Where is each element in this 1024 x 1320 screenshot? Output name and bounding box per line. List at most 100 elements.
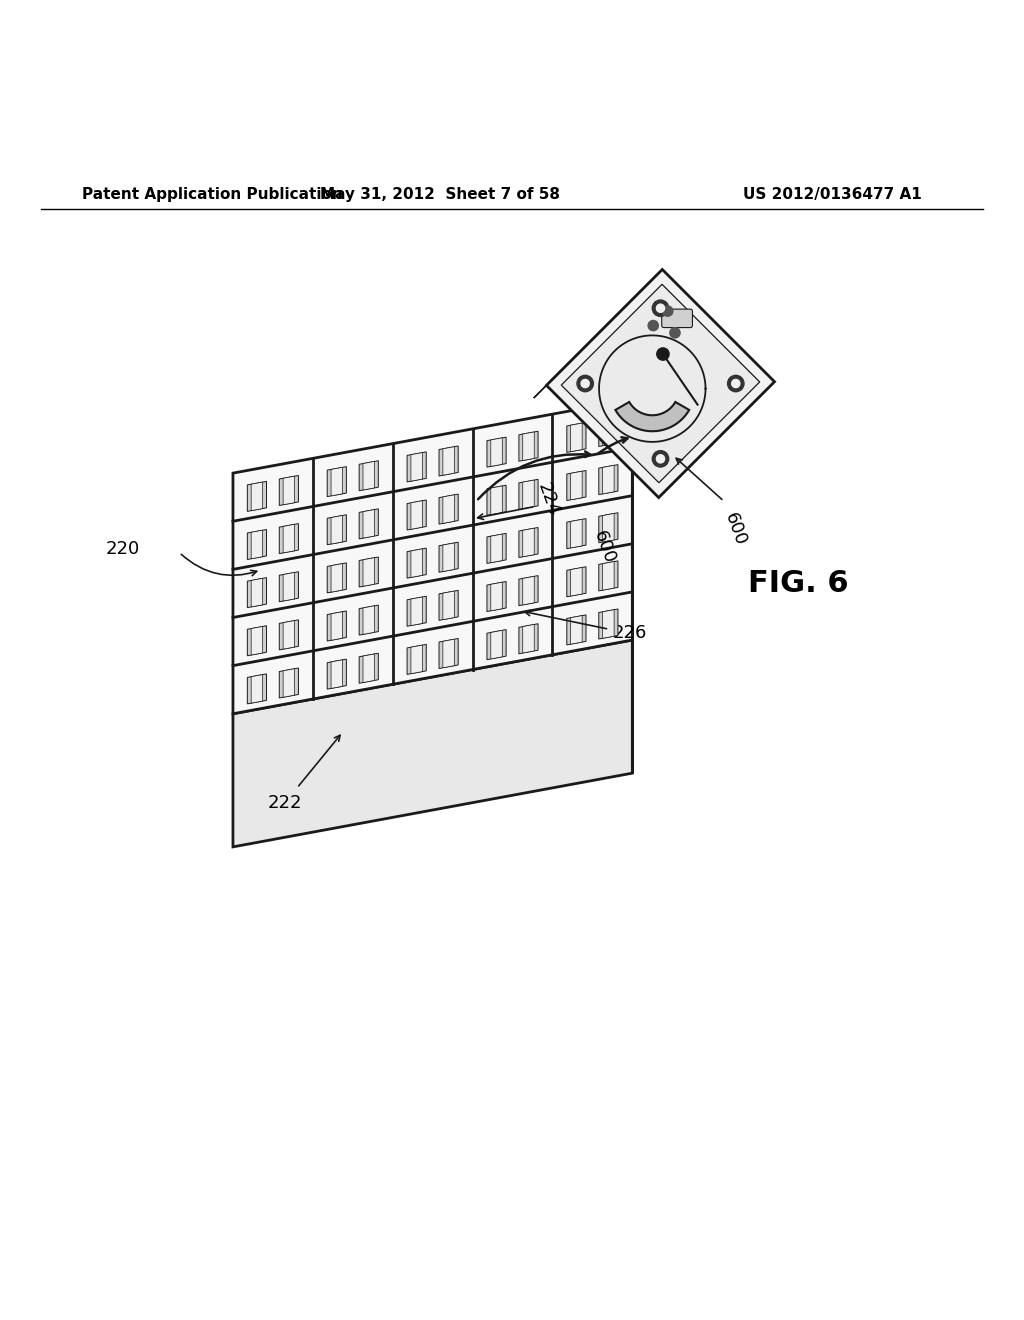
- Polygon shape: [570, 519, 583, 548]
- Polygon shape: [442, 495, 455, 524]
- FancyBboxPatch shape: [662, 309, 692, 327]
- Polygon shape: [442, 639, 455, 668]
- Polygon shape: [331, 660, 343, 689]
- Polygon shape: [567, 566, 586, 597]
- Text: May 31, 2012  Sheet 7 of 58: May 31, 2012 Sheet 7 of 58: [321, 186, 560, 202]
- Polygon shape: [283, 573, 295, 601]
- Polygon shape: [408, 644, 426, 675]
- Polygon shape: [487, 437, 506, 467]
- Polygon shape: [567, 422, 586, 453]
- Polygon shape: [283, 669, 295, 697]
- Polygon shape: [408, 597, 426, 626]
- Polygon shape: [359, 605, 378, 635]
- Polygon shape: [248, 529, 266, 560]
- Polygon shape: [442, 446, 455, 475]
- Polygon shape: [442, 591, 455, 619]
- Polygon shape: [439, 639, 458, 668]
- Polygon shape: [283, 477, 295, 504]
- Polygon shape: [570, 568, 583, 597]
- Circle shape: [581, 379, 589, 388]
- Polygon shape: [408, 548, 426, 578]
- Circle shape: [652, 300, 669, 317]
- Polygon shape: [570, 424, 583, 451]
- Polygon shape: [570, 615, 583, 644]
- Polygon shape: [519, 479, 538, 510]
- Polygon shape: [280, 475, 298, 506]
- Polygon shape: [280, 572, 298, 602]
- Polygon shape: [487, 630, 506, 660]
- Polygon shape: [602, 417, 614, 446]
- Polygon shape: [490, 582, 503, 611]
- Polygon shape: [490, 535, 503, 562]
- Polygon shape: [328, 611, 346, 642]
- Polygon shape: [251, 675, 263, 704]
- Polygon shape: [362, 462, 375, 490]
- Polygon shape: [649, 269, 774, 395]
- Polygon shape: [359, 461, 378, 491]
- Polygon shape: [519, 528, 538, 557]
- Polygon shape: [522, 577, 535, 605]
- Polygon shape: [602, 513, 614, 543]
- Text: 226: 226: [612, 624, 647, 643]
- Polygon shape: [248, 675, 266, 704]
- Polygon shape: [331, 515, 343, 544]
- Text: 220: 220: [105, 540, 140, 558]
- Polygon shape: [599, 465, 617, 495]
- Polygon shape: [328, 562, 346, 593]
- Polygon shape: [233, 400, 632, 714]
- Polygon shape: [439, 446, 458, 477]
- Polygon shape: [251, 578, 263, 607]
- Polygon shape: [411, 500, 423, 529]
- Polygon shape: [599, 561, 617, 591]
- Circle shape: [656, 348, 669, 360]
- Polygon shape: [599, 609, 617, 639]
- Polygon shape: [248, 482, 266, 511]
- Polygon shape: [328, 659, 346, 689]
- Polygon shape: [490, 438, 503, 466]
- Polygon shape: [490, 631, 503, 659]
- Polygon shape: [248, 626, 266, 656]
- Polygon shape: [331, 467, 343, 496]
- Text: 600: 600: [590, 528, 618, 566]
- Polygon shape: [280, 668, 298, 698]
- Text: Patent Application Publication: Patent Application Publication: [82, 186, 343, 202]
- Polygon shape: [411, 453, 423, 482]
- Polygon shape: [519, 624, 538, 653]
- Circle shape: [656, 454, 665, 463]
- Polygon shape: [283, 620, 295, 649]
- Polygon shape: [567, 519, 586, 549]
- Text: US 2012/0136477 A1: US 2012/0136477 A1: [742, 186, 922, 202]
- Circle shape: [656, 304, 665, 313]
- Polygon shape: [522, 624, 535, 653]
- Polygon shape: [522, 528, 535, 557]
- Polygon shape: [439, 543, 458, 573]
- Text: 600: 600: [721, 510, 750, 548]
- Polygon shape: [411, 597, 423, 626]
- Polygon shape: [280, 524, 298, 553]
- Polygon shape: [487, 533, 506, 564]
- Polygon shape: [522, 480, 535, 508]
- Circle shape: [728, 375, 744, 392]
- Polygon shape: [280, 620, 298, 649]
- Polygon shape: [547, 269, 774, 498]
- Polygon shape: [522, 432, 535, 461]
- Polygon shape: [602, 610, 614, 639]
- Polygon shape: [490, 486, 503, 515]
- Polygon shape: [362, 606, 375, 635]
- Polygon shape: [439, 590, 458, 620]
- Polygon shape: [331, 611, 343, 640]
- Polygon shape: [602, 561, 614, 590]
- Polygon shape: [233, 640, 632, 847]
- Text: 222: 222: [267, 795, 302, 812]
- Text: 224: 224: [534, 480, 562, 519]
- Polygon shape: [599, 417, 617, 446]
- Polygon shape: [602, 466, 614, 494]
- Polygon shape: [248, 578, 266, 607]
- Polygon shape: [487, 486, 506, 515]
- Polygon shape: [408, 500, 426, 531]
- Circle shape: [663, 306, 673, 317]
- Polygon shape: [362, 653, 375, 682]
- Circle shape: [652, 450, 669, 467]
- Polygon shape: [251, 627, 263, 655]
- Polygon shape: [561, 284, 760, 483]
